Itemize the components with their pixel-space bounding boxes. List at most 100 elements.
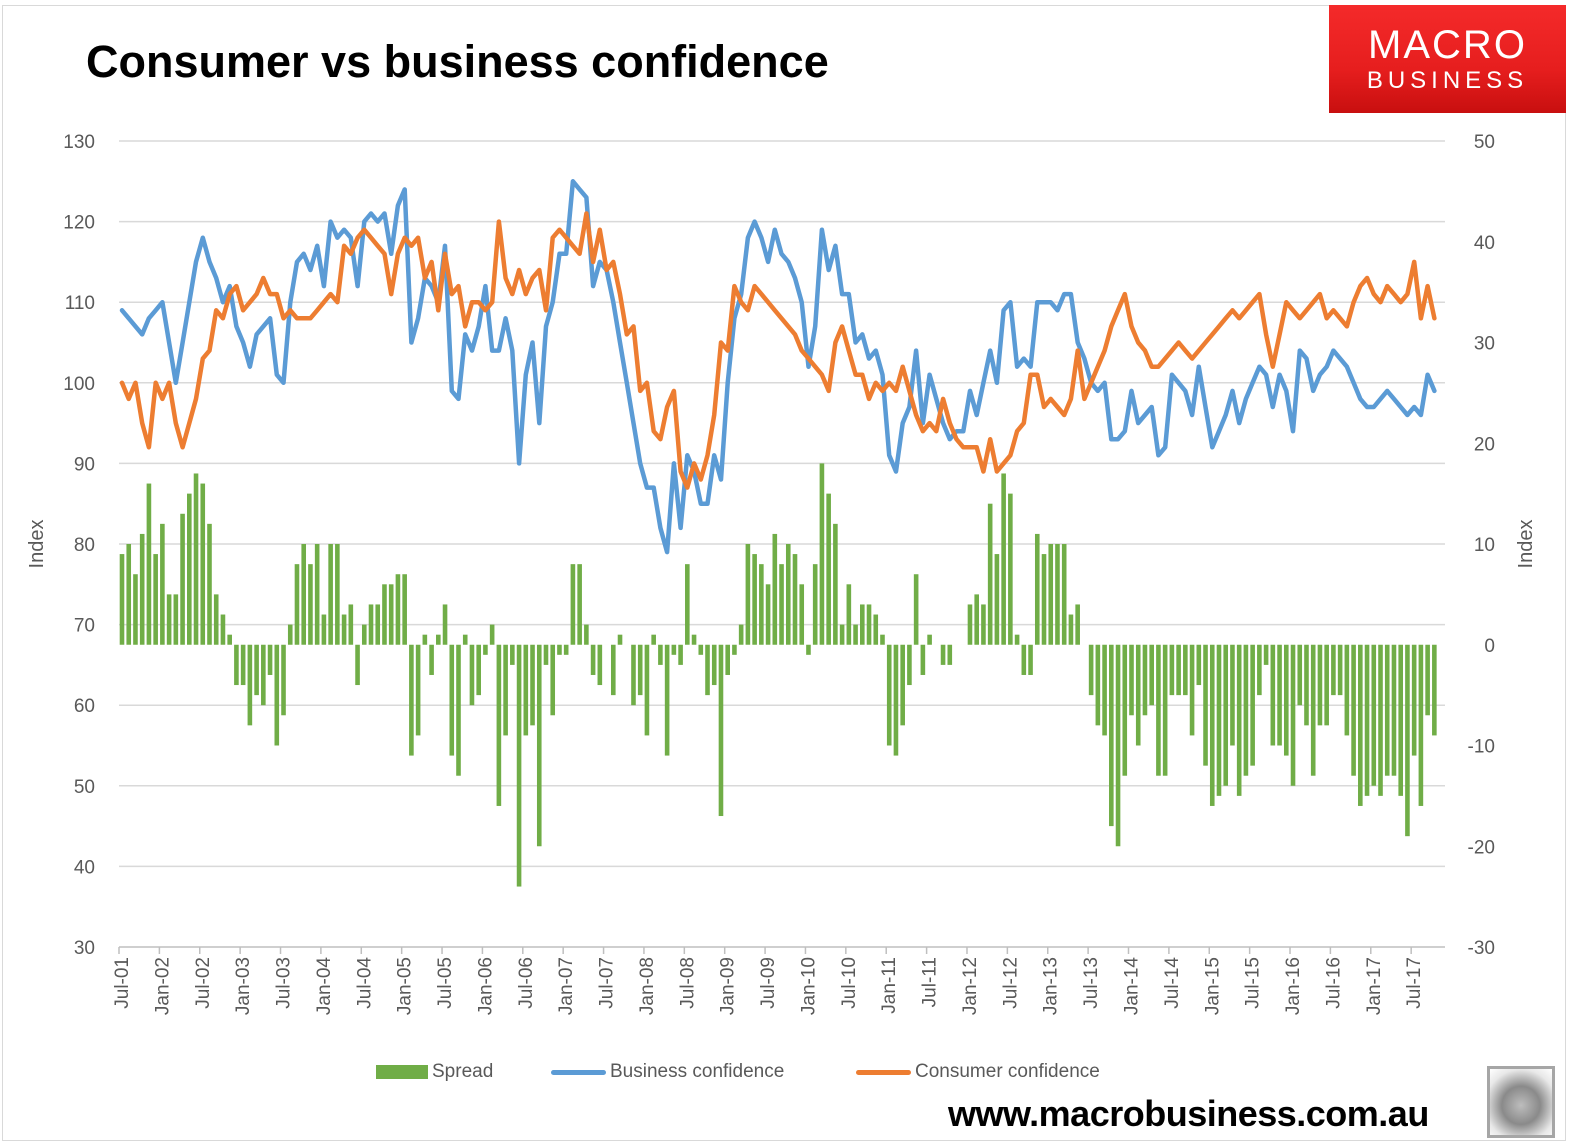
spread-bar [718,644,724,817]
legend-item-business: Business confidence [551,1059,784,1085]
spread-bar [1008,493,1013,645]
left-axis-ticks: 30 40 50 60 70 80 90 100 110 120 130 [63,132,95,959]
x-tick-label: Jul-09 [758,957,779,1009]
spread-bar [213,594,219,645]
right-tick-label: 0 [1484,636,1495,657]
spread-bar [826,493,831,645]
spread-bar [873,614,879,645]
left-tick-label: 40 [74,857,95,878]
spread-bar [671,644,677,655]
spread-bar [987,503,993,645]
spread-bar [240,644,246,686]
x-tick-label: Jul-11 [920,957,941,1007]
spread-bar [1216,644,1222,796]
spread-bar [449,644,455,756]
spread-bar [281,644,286,716]
spread-bar [974,594,980,645]
spread-bar [1122,644,1128,776]
x-tick-label: Jul-02 [193,957,214,1009]
spread-bar [752,554,757,645]
x-tick-label: Jan-16 [1283,957,1304,1015]
spread-bar [900,644,905,726]
x-tick-label: Jul-05 [435,957,456,1009]
spread-bar [860,604,865,645]
spread-bar [476,644,481,696]
spread-bar [1115,644,1121,847]
chart-frame [2,5,1566,1141]
spread-bar [536,644,542,847]
spread-bar [1391,644,1397,776]
left-tick-label: 130 [63,132,95,153]
spread-bar [328,544,333,645]
spread-bar [442,604,448,645]
series-lines [119,179,1437,555]
spread-bar [866,604,872,645]
spread-bar [1203,644,1208,766]
x-tick-label: Jul-17 [1404,957,1425,1009]
spread-bar [631,644,636,706]
spread-bar [1169,644,1175,696]
spread-bar [1021,644,1027,675]
left-tick-label: 90 [74,454,95,475]
spread-bar [839,624,845,645]
legend-label-consumer: Consumer confidence [915,1061,1100,1082]
spread-bar [1304,644,1309,726]
spread-bar [597,644,603,686]
spread-bar [637,644,643,696]
right-tick-label: 10 [1474,535,1495,556]
spread-bar [267,644,273,675]
spread-bar [570,564,576,645]
spread-bar [1209,644,1215,806]
spread-bar [1129,644,1134,716]
x-tick-label: Jul-16 [1323,957,1344,1009]
spread-bar [1310,644,1316,776]
spread-bar [967,604,973,645]
spread-bar [610,644,616,696]
spread-bar [1048,544,1054,645]
spread-bar [543,644,549,665]
left-tick-label: 80 [74,535,95,556]
spread-bar [846,584,852,645]
website-url: www.macrobusiness.com.au [948,1093,1429,1134]
x-tick-label: Jan-10 [798,957,819,1015]
left-axis-title: Index [26,520,48,569]
spread-bar [308,564,313,645]
x-tick-label: Jan-09 [718,957,739,1015]
spread-bar [732,644,737,655]
spread-bar [1290,644,1296,786]
x-tick-label: Jul-12 [1000,957,1021,1009]
spread-bar [819,463,825,645]
x-tick-label: Jan-03 [233,957,254,1015]
spread-bar [644,644,650,736]
spread-bar [1277,644,1282,746]
spread-bar [1358,644,1363,806]
x-tick-label: Jul-03 [274,957,295,1009]
spread-bar [220,614,226,645]
left-tick-label: 70 [74,616,95,637]
spread-bar [745,544,751,645]
chart-title: Consumer vs business confidence [86,36,829,87]
legend-swatch-consumer [856,1069,911,1075]
spread-bar [395,574,401,645]
spread-bar [590,644,596,675]
spread-bar [388,584,394,645]
logo-line-2: BUSINESS [1366,67,1529,94]
spread-bar [462,634,468,645]
spread-bar [429,644,434,675]
spread-bar [812,564,818,645]
spread-bar [711,644,717,686]
spread-bar [792,554,798,645]
x-tick-label: Jan-11 [879,957,900,1014]
spread-bar [1351,644,1356,776]
left-tick-label: 30 [74,938,95,959]
spread-bar [907,644,912,686]
legend-swatch-spread [376,1065,428,1079]
spread-bar [1183,644,1188,696]
left-tick-label: 100 [63,374,95,395]
x-tick-label: Jul-06 [516,957,537,1009]
spread-bar [1405,644,1410,837]
legend-label-spread: Spread [432,1061,494,1082]
left-tick-label: 110 [65,293,95,314]
spread-bar [1364,644,1370,796]
